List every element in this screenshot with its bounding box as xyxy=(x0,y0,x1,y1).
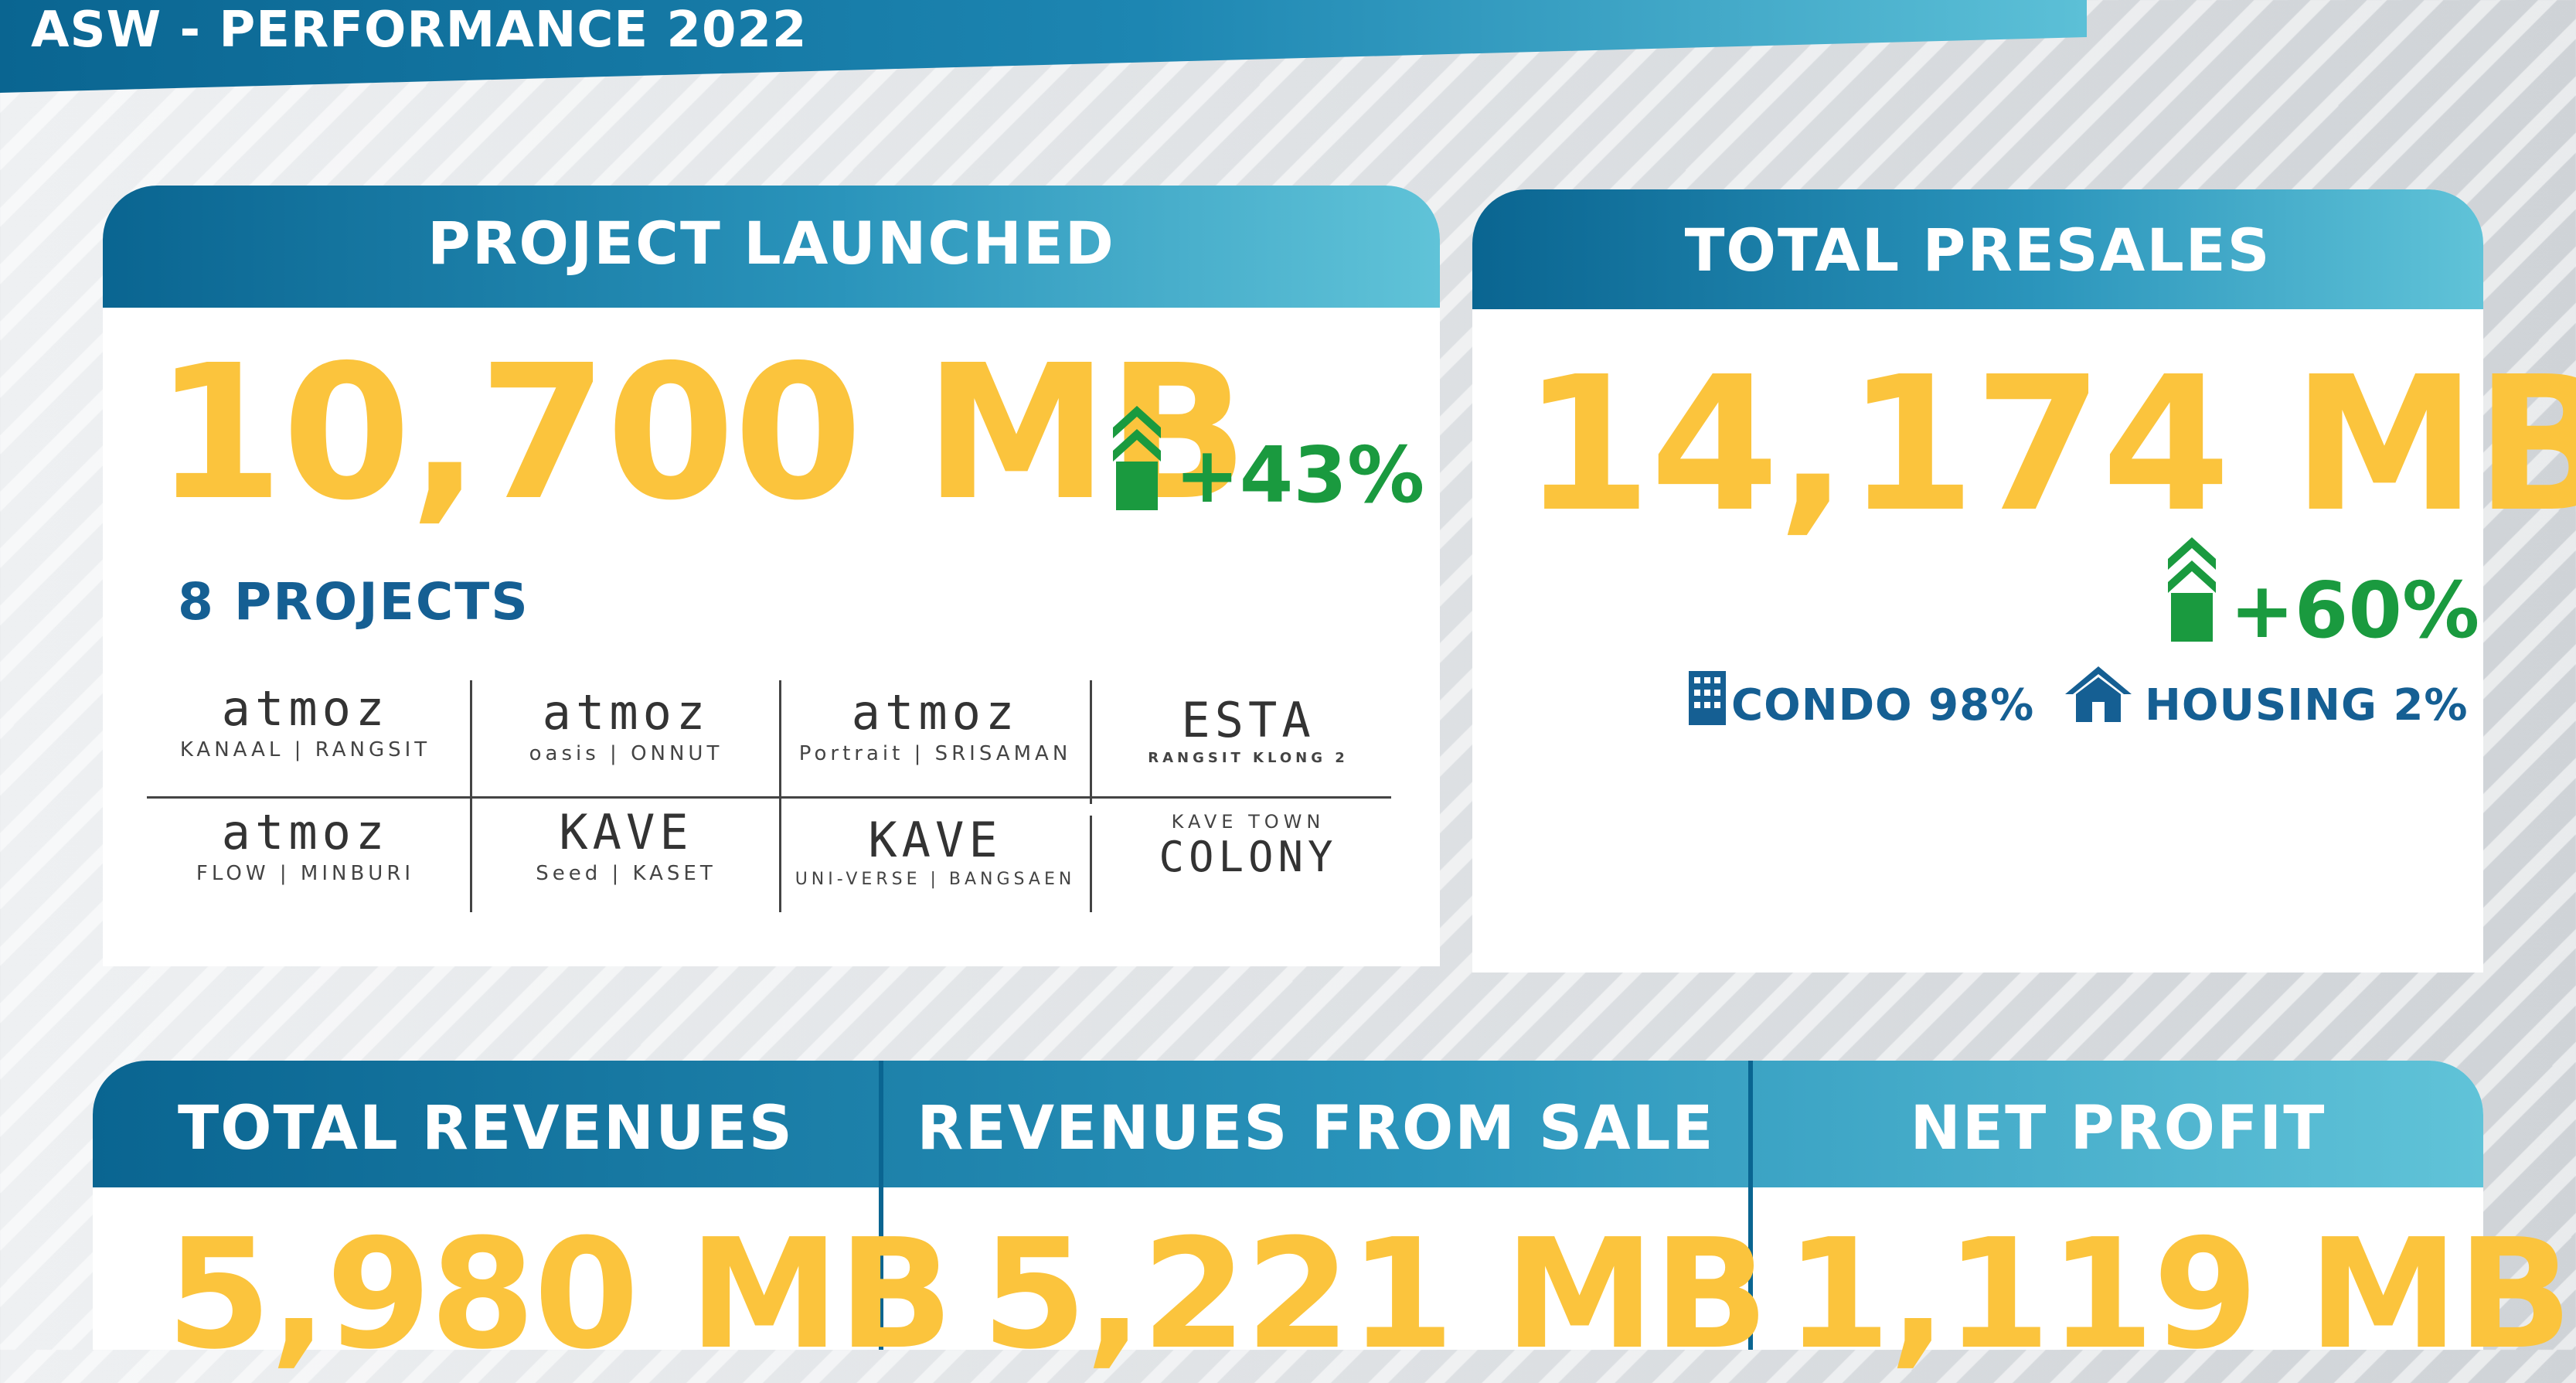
logo-kave-universe: KAVE UNI-VERSE | BANGSAEN xyxy=(795,812,1076,890)
project-launched-value: 10,700 MB xyxy=(155,325,1248,541)
total-presales-growth: +60% xyxy=(2230,565,2480,656)
logo-kave-town-colony: KAVE TOWN COLONY xyxy=(1159,811,1338,881)
housing-share-label: HOUSING 2% xyxy=(2145,680,2469,731)
logo-esta: ESTA RANGSIT KLONG 2 xyxy=(1148,692,1349,767)
logo-atmoz-oasis: atmoz oasis | ONNUT xyxy=(529,684,723,766)
financial-metrics-card xyxy=(93,1061,2483,1350)
revenues-from-sale-header: REVENUES FROM SALE xyxy=(917,1094,1715,1163)
projects-count-label: 8 PROJECTS xyxy=(178,572,529,632)
logo-atmoz-flow: atmoz FLOW | MINBURI xyxy=(196,804,415,886)
total-presales-card: TOTAL PRESALES xyxy=(1472,189,2483,973)
net-profit-header: NET PROFIT xyxy=(1910,1094,2326,1163)
total-presales-header: TOTAL PRESALES xyxy=(1472,189,2483,309)
condo-share-label: CONDO 98% xyxy=(1731,680,2035,731)
growth-up-arrow-icon xyxy=(1113,406,1161,510)
net-profit-value: 1,119 MB xyxy=(1785,1207,2573,1383)
logo-kave-seed: KAVE Seed | KASET xyxy=(536,804,716,886)
total-revenues-header: TOTAL REVENUES xyxy=(178,1094,794,1163)
project-launched-header: PROJECT LAUNCHED xyxy=(103,186,1440,308)
total-presales-value: 14,174 MB xyxy=(1523,336,2576,553)
condo-building-icon xyxy=(1689,671,1726,725)
logo-atmoz-kanaal: atmoz KANAAL | RANGSIT xyxy=(179,680,431,762)
growth-up-arrow-icon xyxy=(2168,537,2216,642)
total-revenues-value: 5,980 MB xyxy=(166,1207,954,1383)
project-logo-grid: atmoz KANAAL | RANGSIT atmoz oasis | ONN… xyxy=(147,680,1391,912)
financial-metrics-header xyxy=(93,1061,2483,1187)
revenues-from-sale-value: 5,221 MB xyxy=(982,1207,1769,1383)
logo-atmoz-portrait: atmoz Portrait | SRISAMAN xyxy=(798,684,1072,766)
page-title: ASW - PERFORMANCE 2022 xyxy=(31,2,808,59)
project-launched-card: PROJECT LAUNCHED xyxy=(103,186,1440,966)
housing-house-icon xyxy=(2065,666,2132,722)
metrics-divider xyxy=(879,1061,883,1350)
metrics-divider xyxy=(1748,1061,1753,1350)
project-launched-growth: +43% xyxy=(1175,430,1425,520)
